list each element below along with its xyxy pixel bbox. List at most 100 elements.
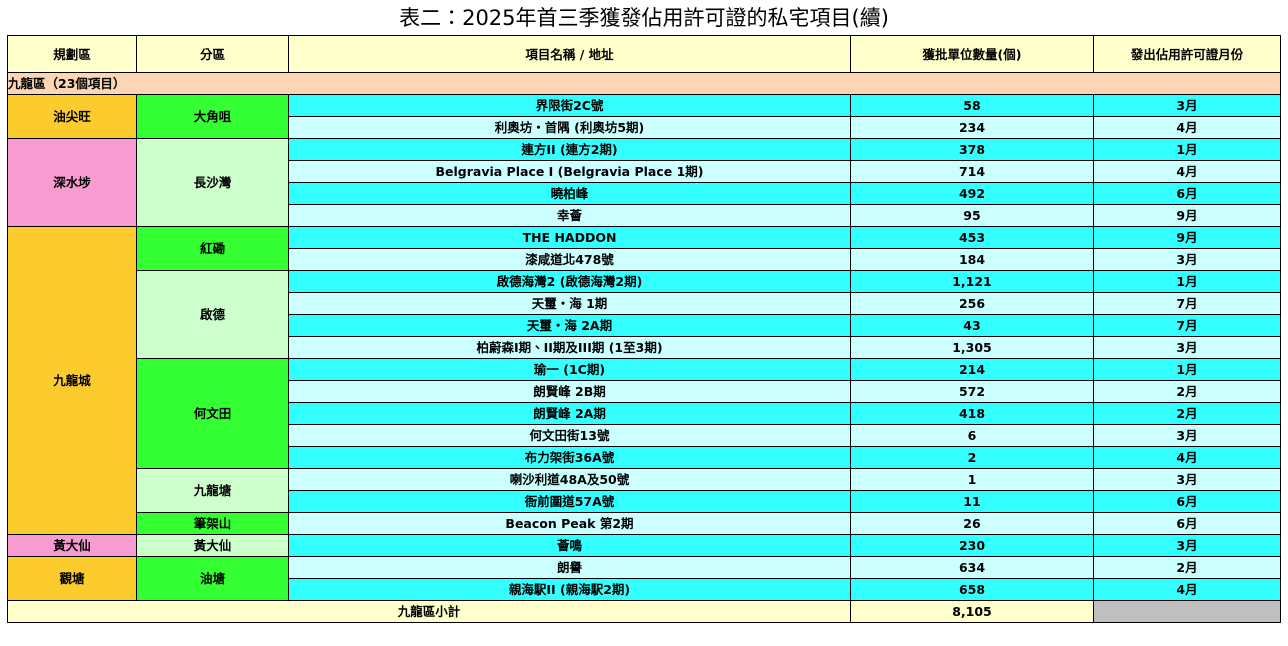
project-row: 天璽・海 2A期 43 7月 (8, 314, 1281, 337)
subdistrict-cell: 筆架山 (136, 512, 289, 535)
subtotal-blank (1093, 600, 1281, 623)
project-row: 利奧坊・首隅 (利奧坊5期) 234 4月 (8, 116, 1281, 139)
project-units: 256 (850, 292, 1094, 315)
project-name: Beacon Peak 第2期 (288, 512, 851, 535)
project-month: 7月 (1093, 314, 1281, 337)
subdistrict-cell: 啟德 (136, 270, 289, 359)
project-units: 11 (850, 490, 1094, 513)
project-month: 2月 (1093, 556, 1281, 579)
project-name: 天璽・海 1期 (288, 292, 851, 315)
project-month: 4月 (1093, 160, 1281, 183)
project-units: 2 (850, 446, 1094, 469)
project-month: 6月 (1093, 490, 1281, 513)
project-row: 朗賢峰 2B期 572 2月 (8, 380, 1281, 403)
subdistrict-cell: 九龍塘 (136, 468, 289, 513)
project-units: 634 (850, 556, 1094, 579)
project-row: 何文田街13號 6 3月 (8, 424, 1281, 447)
header-row: 規劃區 分區 項目名稱 / 地址 獲批單位數量(個) 發出佔用許可證月份 (7, 35, 1281, 73)
project-units: 714 (850, 160, 1094, 183)
project-row: 布力架街36A號 2 4月 (8, 446, 1281, 469)
project-month: 3月 (1093, 336, 1281, 359)
project-name: 朗賢峰 2B期 (288, 380, 851, 403)
project-row: 朗賢峰 2A期 418 2月 (8, 402, 1281, 425)
project-name: 利奧坊・首隅 (利奧坊5期) (288, 116, 851, 139)
project-name: 漆咸道北478號 (288, 248, 851, 271)
subtotal-label: 九龍區小計 (7, 600, 851, 623)
project-units: 418 (850, 402, 1094, 425)
subtotal-row: 九龍區小計 8,105 (7, 600, 1281, 623)
project-units: 492 (850, 182, 1094, 205)
project-month: 3月 (1093, 468, 1281, 491)
project-units: 234 (850, 116, 1094, 139)
project-month: 3月 (1093, 424, 1281, 447)
subdistrict-cell: 紅磡 (136, 226, 289, 271)
header-cell: 發出佔用許可證月份 (1093, 35, 1281, 73)
project-month: 3月 (1093, 248, 1281, 271)
project-month: 2月 (1093, 380, 1281, 403)
district-cell: 油尖旺 (7, 94, 137, 139)
project-units: 658 (850, 578, 1094, 601)
project-row: 觀塘 油塘 朗譽 634 2月 (7, 556, 1281, 601)
project-name: 柏蔚森I期、II期及III期 (1至3期) (288, 336, 851, 359)
project-row: 柏蔚森I期、II期及III期 (1至3期) 1,305 3月 (8, 336, 1281, 359)
project-name: 衙前圍道57A號 (288, 490, 851, 513)
project-name: 朗譽 (288, 556, 851, 579)
project-month: 6月 (1093, 182, 1281, 205)
project-name: THE HADDON (288, 226, 851, 249)
project-row: 天璽・海 1期 256 7月 (8, 292, 1281, 315)
project-units: 1 (850, 468, 1094, 491)
project-units: 58 (850, 94, 1094, 117)
project-month: 2月 (1093, 402, 1281, 425)
project-name: 界限街2C號 (288, 94, 851, 117)
project-name: 瑜一 (1C期) (288, 358, 851, 381)
project-units: 378 (850, 138, 1094, 161)
project-month: 1月 (1093, 358, 1281, 381)
subdistrict-cell: 何文田 (136, 358, 289, 469)
subdistrict-cell: 長沙灣 (136, 138, 289, 227)
project-row: 漆咸道北478號 184 3月 (8, 248, 1281, 271)
project-units: 214 (850, 358, 1094, 381)
project-units: 230 (850, 534, 1094, 557)
project-name: 喇沙利道48A及50號 (288, 468, 851, 491)
header-cell: 分區 (136, 35, 289, 73)
project-units: 572 (850, 380, 1094, 403)
project-name: 連方II (連方2期) (288, 138, 851, 161)
district-cell: 九龍城 (7, 226, 137, 535)
data-table: 規劃區 分區 項目名稱 / 地址 獲批單位數量(個) 發出佔用許可證月份 九龍區（23個項… (7, 35, 1281, 623)
project-month: 3月 (1093, 534, 1281, 557)
project-row: 油尖旺 大角咀 界限街2C號 58 3月 (7, 94, 1281, 139)
project-name: 薈鳴 (288, 534, 851, 557)
project-units: 1,121 (850, 270, 1094, 293)
project-name: 何文田街13號 (288, 424, 851, 447)
project-month: 1月 (1093, 138, 1281, 161)
header-cell: 獲批單位數量(個) (850, 35, 1094, 73)
district-cell: 黃大仙 (7, 534, 137, 557)
header-cell: 規劃區 (7, 35, 137, 73)
project-units: 95 (850, 204, 1094, 227)
project-row: 九龍城 紅磡 THE HADDON 453 9月 (7, 226, 1281, 535)
project-row: 何文田 瑜一 (1C期) 214 1月 (8, 358, 1281, 469)
project-units: 6 (850, 424, 1094, 447)
table-title: 表二：2025年首三季獲發佔用許可證的私宅項目(續) (399, 6, 889, 30)
project-row: Belgravia Place I (Belgravia Place 1期) 71… (8, 160, 1281, 183)
subdistrict-cell: 大角咀 (136, 94, 289, 139)
project-name: 朗賢峰 2A期 (288, 402, 851, 425)
project-month: 7月 (1093, 292, 1281, 315)
project-name: 幸薈 (288, 204, 851, 227)
project-units: 1,305 (850, 336, 1094, 359)
project-row: 衙前圍道57A號 11 6月 (8, 490, 1281, 513)
header-cell: 項目名稱 / 地址 (288, 35, 851, 73)
project-units: 184 (850, 248, 1094, 271)
project-row: 筆架山 Beacon Peak 第2期 26 6月 (8, 512, 1281, 535)
project-row: 啟德 啟德海灣2 (啟德海灣2期) 1,121 1月 (8, 270, 1281, 359)
project-name: 啟德海灣2 (啟德海灣2期) (288, 270, 851, 293)
subdistrict-cell: 黃大仙 (136, 534, 289, 557)
district-cell: 觀塘 (7, 556, 137, 601)
project-month: 1月 (1093, 270, 1281, 293)
project-month: 9月 (1093, 204, 1281, 227)
project-units: 453 (850, 226, 1094, 249)
project-name: 曉柏峰 (288, 182, 851, 205)
project-units: 26 (850, 512, 1094, 535)
project-name: 親海駅II (親海駅2期) (288, 578, 851, 601)
